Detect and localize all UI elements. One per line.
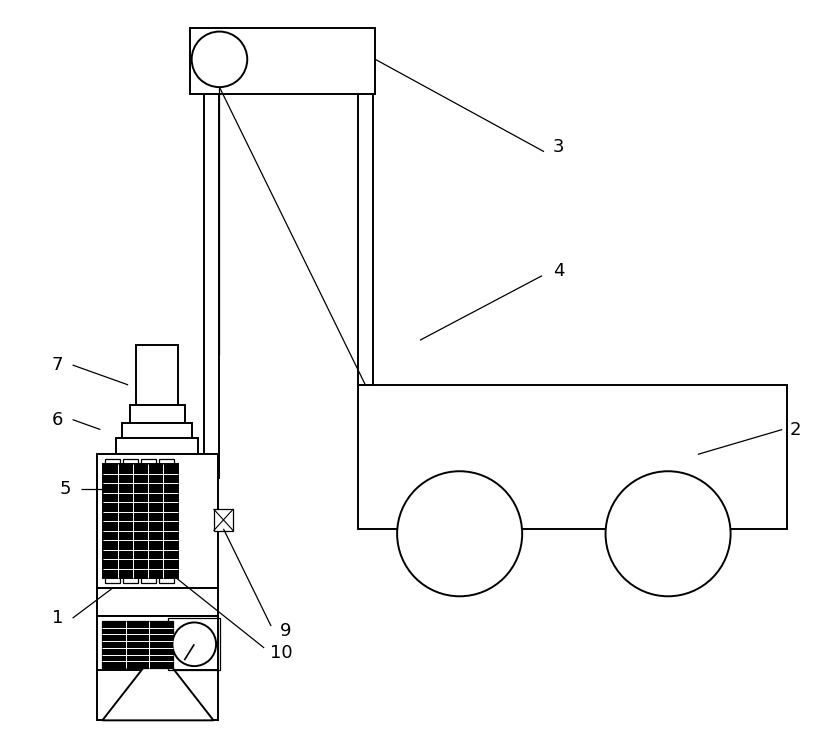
Circle shape (192, 32, 247, 87)
Text: 4: 4 (553, 262, 565, 280)
Bar (141, 460, 156, 583)
Bar (122, 423, 192, 439)
Bar (189, 27, 375, 94)
Circle shape (605, 471, 730, 596)
Bar (98, 616, 218, 720)
Bar (159, 460, 174, 583)
Text: 5: 5 (60, 480, 71, 498)
Bar (123, 460, 138, 583)
Text: 2: 2 (789, 420, 801, 439)
Bar (103, 621, 173, 668)
Bar (213, 509, 233, 531)
Bar (105, 460, 120, 583)
Text: 3: 3 (553, 138, 565, 155)
Bar (98, 454, 218, 588)
Text: 10: 10 (270, 644, 292, 662)
Text: 9: 9 (280, 622, 292, 640)
Bar (136, 345, 178, 405)
Circle shape (397, 471, 522, 596)
Text: 6: 6 (52, 411, 64, 428)
Polygon shape (103, 667, 213, 720)
Bar (117, 439, 198, 454)
Bar (358, 385, 787, 529)
Text: 7: 7 (52, 356, 64, 374)
Bar (130, 405, 184, 423)
Bar (169, 619, 220, 670)
Bar (98, 588, 218, 616)
Text: 1: 1 (52, 609, 64, 627)
Circle shape (172, 622, 216, 666)
Bar (103, 464, 179, 579)
